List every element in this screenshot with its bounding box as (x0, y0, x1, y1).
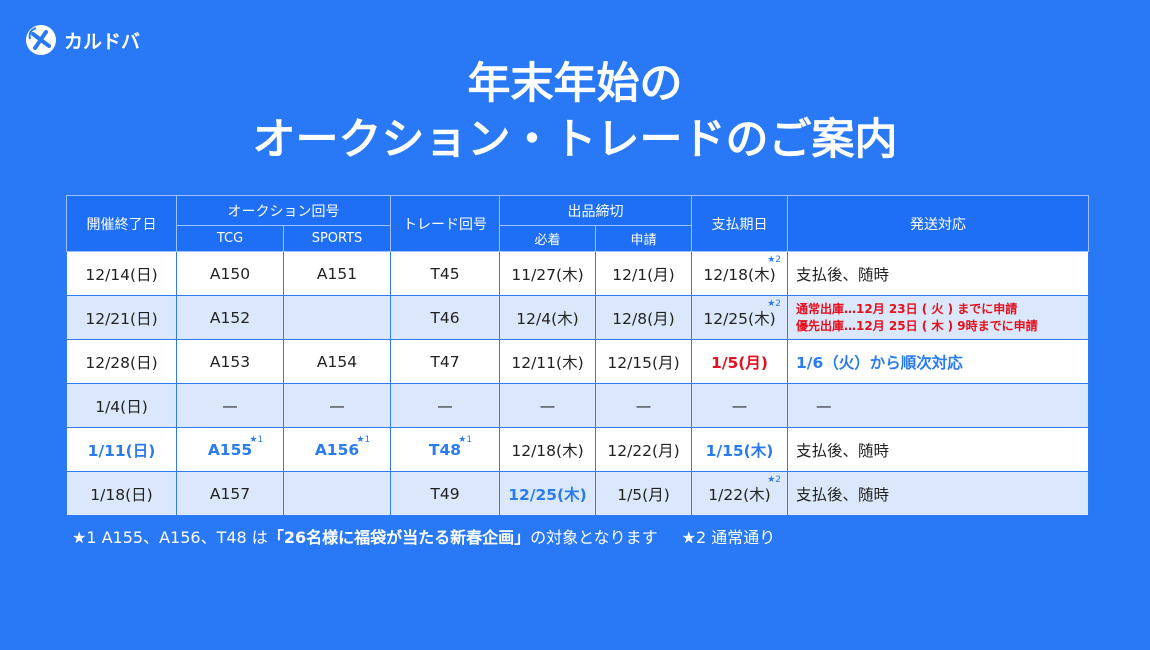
cell-shipping: — (787, 383, 1089, 428)
footnote-note2: ★2 通常通り (681, 528, 776, 547)
table-row: 12/28(日) A153 A154 T47 12/11(木) 12/15(月)… (66, 339, 1089, 384)
cell-date: 12/14(日) (66, 251, 177, 296)
cell-arrival: 11/27(木) (499, 251, 596, 296)
cell-arrival: 12/18(木) (499, 427, 596, 472)
table-row: 12/14(日) A150 A151 T45 11/27(木) 12/1(月) … (66, 251, 1089, 296)
table-row: 12/21(日) A152 T46 12/4(木) 12/8(月) 12/25(… (66, 295, 1089, 340)
cell-sports: — (283, 383, 391, 428)
cell-tcg: A150 (176, 251, 284, 296)
cell-sports: A151 (283, 251, 391, 296)
header-auction-no: オークション回号 (176, 195, 391, 226)
cell-shipping: 支払後、随時 (787, 471, 1089, 516)
cell-tcg: A155 ★1 (176, 427, 284, 472)
star-mark: ★2 (767, 475, 781, 485)
cell-trade: T47 (390, 339, 500, 384)
payment-text: 12/25(木) (703, 309, 776, 328)
star-mark: ★1 (356, 434, 371, 445)
cell-shipping: 1/6（火）から順次対応 (787, 339, 1089, 384)
cell-payment: 1/5(月) (691, 339, 788, 384)
cell-apply: 12/8(月) (595, 295, 692, 340)
star-mark: ★1 (249, 434, 264, 445)
footnote-prefix: ★1 A155、A156、T48 は (72, 528, 268, 547)
cell-shipping: 支払後、随時 (787, 251, 1089, 296)
brand-logo: カルドバ (24, 22, 140, 58)
cell-sports: A156 ★1 (283, 427, 391, 472)
table-row: 1/18(日) A157 T49 12/25(木) 1/5(月) 1/22(木)… (66, 471, 1089, 516)
shipping-priority: 優先出庫…12月 25日 ( 木 ) 9時までに申請 (796, 318, 1038, 333)
cell-tcg: A153 (176, 339, 284, 384)
cell-payment: 12/18(木) ★2 (691, 251, 788, 296)
cell-trade: T48 ★1 (390, 427, 500, 472)
cell-date: 1/4(日) (66, 383, 177, 428)
footnote-highlight: 「26名様に福袋が当たる新春企画」 (267, 528, 531, 547)
footnote: ★1 A155、A156、T48 は「26名様に福袋が当たる新春企画」の対象とな… (72, 524, 775, 548)
cell-payment: — (691, 383, 788, 428)
payment-text: 1/22(木) (708, 485, 771, 504)
kardoba-logo-icon (26, 25, 56, 55)
cell-date: 12/21(日) (66, 295, 177, 340)
cell-tcg: A152 (176, 295, 284, 340)
header-application: 申請 (595, 225, 692, 252)
cell-shipping: 支払後、随時 (787, 427, 1089, 472)
cell-tcg: — (176, 383, 284, 428)
sports-text: A156 (314, 440, 360, 459)
cell-shipping: 通常出庫…12月 23日 ( 火 ) までに申請 優先出庫…12月 25日 ( … (787, 295, 1089, 340)
footnote-suffix: の対象となります (530, 528, 658, 547)
cell-trade: — (390, 383, 500, 428)
cell-date: 1/18(日) (66, 471, 177, 516)
trade-text: T48 (428, 440, 462, 459)
cell-arrival: 12/4(木) (499, 295, 596, 340)
header-arrival: 必着 (499, 225, 596, 252)
cell-arrival: 12/25(木) (499, 471, 596, 516)
cell-apply: 12/15(月) (595, 339, 692, 384)
cell-payment: 12/25(木) ★2 (691, 295, 788, 340)
cell-apply: 12/22(月) (595, 427, 692, 472)
cell-payment: 1/22(木) ★2 (691, 471, 788, 516)
header-deadline: 出品締切 (499, 195, 692, 226)
header-end-date: 開催終了日 (66, 195, 177, 252)
header-payment-date: 支払期日 (691, 195, 788, 252)
cell-date: 12/28(日) (66, 339, 177, 384)
page-title-line1: 年末年始の (467, 59, 683, 109)
cell-apply: 1/5(月) (595, 471, 692, 516)
cell-sports: A154 (283, 339, 391, 384)
cell-tcg: A157 (176, 471, 284, 516)
cell-trade: T46 (390, 295, 500, 340)
table-row: 1/11(日) A155 ★1 A156 ★1 T48 ★1 12/18(木 (66, 427, 1089, 472)
table-row: 1/4(日) — — — — — — — (66, 383, 1089, 428)
star-mark: ★2 (767, 299, 781, 309)
star-mark: ★2 (767, 255, 781, 265)
cell-trade: T45 (390, 251, 500, 296)
header-tcg: TCG (176, 225, 284, 252)
tcg-text: A155 (207, 440, 253, 459)
cell-arrival: — (499, 383, 596, 428)
header-trade-no: トレード回号 (390, 195, 500, 252)
cell-sports (283, 295, 391, 340)
cell-sports (283, 471, 391, 516)
cell-date: 1/11(日) (66, 427, 177, 472)
star-mark: ★1 (458, 434, 473, 445)
schedule-table: 開催終了日 オークション回号 トレード回号 出品締切 支払期日 発送対応 TCG… (66, 195, 1089, 516)
header-sports: SPORTS (283, 225, 391, 252)
cell-payment: 1/15(木) (691, 427, 788, 472)
cell-apply: — (595, 383, 692, 428)
cell-trade: T49 (390, 471, 500, 516)
payment-text: 12/18(木) (703, 265, 776, 284)
cell-apply: 12/1(月) (595, 251, 692, 296)
page-title-line2: オークション・トレードのご案内 (252, 115, 898, 165)
header-shipping: 発送対応 (787, 195, 1089, 252)
brand-name: カルドバ (64, 30, 141, 53)
cell-arrival: 12/11(木) (499, 339, 596, 384)
shipping-normal: 通常出庫…12月 23日 ( 火 ) までに申請 (796, 301, 1018, 316)
